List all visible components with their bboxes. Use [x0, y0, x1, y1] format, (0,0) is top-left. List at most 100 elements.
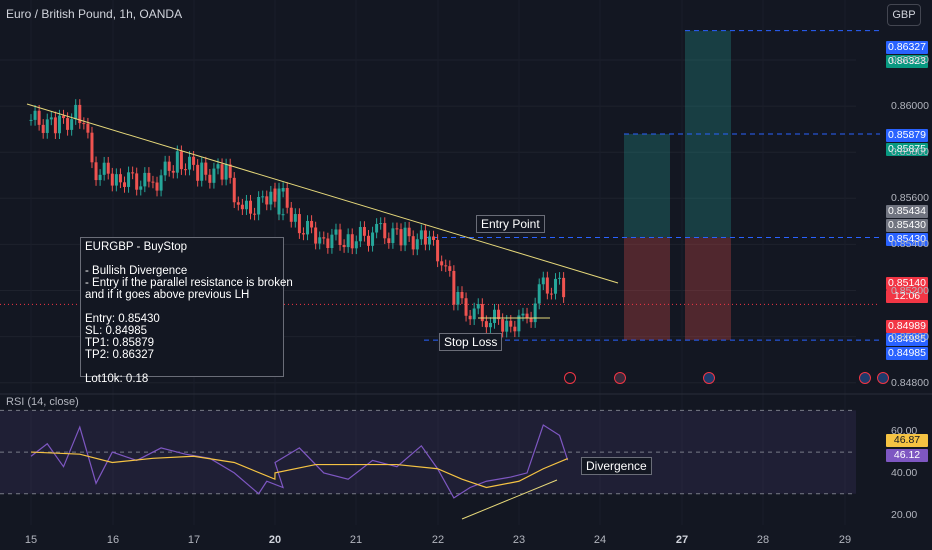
candle-body: [334, 229, 338, 235]
candle-body: [232, 177, 236, 203]
trade-note-box[interactable]: EURGBP - BuyStop - Bullish Divergence - …: [80, 237, 293, 385]
time-axis-label: 27: [675, 534, 689, 546]
candle-body: [354, 241, 358, 249]
candle-body: [289, 207, 293, 222]
candle-body: [468, 315, 472, 320]
price-tag: 0.86327: [886, 41, 928, 54]
candle-body: [171, 170, 175, 173]
candle-body: [281, 214, 285, 216]
time-axis-label: 20: [268, 534, 282, 546]
candle-body: [301, 233, 305, 235]
currency-button[interactable]: GBP: [887, 4, 921, 26]
candle-body: [346, 234, 350, 248]
candle-body: [53, 117, 57, 134]
candle-body: [273, 188, 277, 195]
candle-body: [155, 182, 159, 191]
candle-body: [253, 213, 257, 215]
candle-body: [488, 322, 492, 328]
time-axis-label: 29: [838, 534, 852, 546]
candle-body: [82, 123, 86, 125]
entry-point-label[interactable]: Entry Point: [476, 215, 545, 233]
note-line: [85, 301, 279, 313]
candle-body: [399, 229, 403, 246]
price-axis-label: 0.86200: [891, 53, 929, 66]
uk-flag-event-icon[interactable]: [614, 372, 626, 384]
candle-body: [57, 115, 61, 134]
candle-body: [440, 261, 444, 266]
candle-body: [167, 161, 171, 171]
candle-body: [118, 174, 122, 183]
rsi-axis-label: 60.00: [891, 425, 918, 438]
tp1-loss-zone: [624, 237, 670, 341]
price-tag: 0.86323: [886, 55, 928, 68]
time-axis-label: 23: [512, 534, 526, 546]
eu-flag-event-icon[interactable]: [877, 372, 889, 384]
price-tag: 0.85879: [886, 129, 928, 142]
rsi-value-tag: 46.12: [886, 449, 928, 462]
time-axis-label: 15: [24, 534, 38, 546]
candle-body: [562, 277, 566, 298]
candle-body: [521, 313, 525, 316]
note-line: and if it goes above previous LH: [85, 289, 250, 301]
price-tag: 0.84985: [886, 347, 928, 360]
candle-body: [375, 223, 379, 233]
flash-event-icon[interactable]: [564, 372, 576, 384]
tp1-profit-zone: [624, 133, 670, 238]
candle-body: [257, 196, 261, 215]
candle-body: [318, 237, 322, 244]
candle-body: [338, 229, 342, 246]
candle-body: [379, 223, 383, 225]
candle-body: [208, 174, 212, 183]
candle-body: [265, 196, 269, 205]
candle-body: [78, 104, 82, 124]
candle-body: [212, 168, 216, 183]
price-tag: 0.85875: [886, 143, 928, 156]
candle-body: [131, 172, 135, 174]
candle-body: [501, 319, 505, 332]
candle-body: [45, 119, 49, 133]
candle-body: [529, 317, 533, 323]
divergence-label[interactable]: Divergence: [581, 457, 652, 475]
candle-body: [545, 277, 549, 294]
divergence-line: [461, 479, 558, 520]
candle-body: [297, 214, 301, 234]
price-axis-label: 0.85000: [891, 330, 929, 343]
candle-body: [553, 278, 557, 294]
candle-body: [159, 175, 163, 191]
candle-body: [310, 220, 314, 228]
candle-body: [509, 320, 513, 327]
rsi-indicator-label[interactable]: RSI (14, close): [6, 396, 79, 408]
note-line: - Entry if the parallel resistance is br…: [85, 277, 293, 289]
stop-loss-label[interactable]: Stop Loss: [439, 333, 503, 351]
note-line: [85, 361, 279, 373]
candle-body: [464, 298, 468, 316]
candle-body: [102, 162, 106, 175]
candle-body: [456, 291, 460, 305]
candle-body: [342, 245, 346, 248]
candle-body: [236, 202, 240, 205]
eu-flag-event-icon[interactable]: [859, 372, 871, 384]
candle-body: [33, 110, 37, 120]
candle-body: [366, 235, 370, 246]
candle-body: [151, 181, 155, 183]
candle-body: [269, 191, 273, 205]
candle-body: [537, 284, 541, 304]
candle-body: [204, 162, 208, 175]
eu-flag-event-icon[interactable]: [703, 372, 715, 384]
candle-body: [114, 174, 118, 186]
time-axis-label: 22: [431, 534, 445, 546]
candle-body: [49, 117, 53, 120]
note-line: SL: 0.84985: [85, 325, 148, 337]
candle-body: [143, 172, 147, 187]
candle-body: [228, 164, 232, 178]
candle-body: [314, 227, 318, 244]
price-axis-label: 0.84800: [891, 376, 929, 389]
candle-body: [448, 266, 452, 271]
candle-body: [505, 320, 509, 332]
time-axis-label: 17: [187, 534, 201, 546]
candle-body: [216, 164, 220, 169]
price-axis-label: 0.85600: [891, 192, 929, 205]
candle-body: [66, 118, 70, 130]
candle-body: [484, 321, 488, 328]
